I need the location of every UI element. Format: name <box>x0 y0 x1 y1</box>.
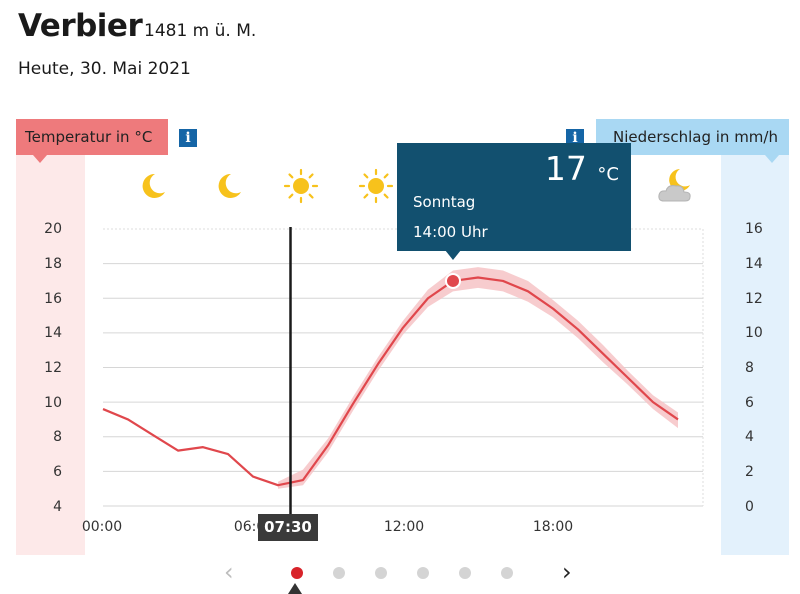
y-tick-left: 10 <box>44 395 62 411</box>
chart-tooltip: 17 °C Sonntag 14:00 Uhr <box>397 143 631 251</box>
precipitation-label-pointer <box>765 155 779 163</box>
chart-grid <box>103 228 704 507</box>
forecast-date: Heute, 30. Mai 2021 <box>18 59 191 79</box>
moon-icon <box>134 168 170 204</box>
tooltip-time: 14:00 Uhr <box>413 223 488 241</box>
x-tick: 18:00 <box>532 519 574 535</box>
tooltip-temperature: 17 °C <box>545 149 619 188</box>
y-tick-left: 16 <box>44 291 62 307</box>
y-tick-left: 20 <box>44 221 62 237</box>
temperature-line <box>102 276 679 487</box>
y-tick-right: 16 <box>745 221 763 237</box>
y-tick-left: 12 <box>44 360 62 376</box>
y-tick-right: 8 <box>745 360 754 376</box>
y-tick-left: 8 <box>53 429 62 445</box>
page-dot[interactable] <box>291 567 303 579</box>
tooltip-day: Sonntag <box>413 193 476 211</box>
page-dots <box>291 567 531 579</box>
page-dot[interactable] <box>459 567 471 579</box>
tooltip-pointer <box>445 250 461 260</box>
sun-icon <box>358 168 394 204</box>
page-dot[interactable] <box>333 567 345 579</box>
highlight-point <box>445 272 461 289</box>
temperature-info-icon[interactable]: i <box>179 129 197 147</box>
y-tick-right: 14 <box>745 256 763 272</box>
y-tick-left: 6 <box>53 464 62 480</box>
previous-page-button[interactable]: ‹ <box>224 558 234 586</box>
sun-icon <box>283 168 319 204</box>
precipitation-axis-column <box>721 155 789 555</box>
y-tick-right: 4 <box>745 429 754 445</box>
x-tick: 12:00 <box>383 519 425 535</box>
moon-cloud-icon <box>656 165 698 207</box>
page-dot[interactable] <box>501 567 513 579</box>
y-tick-right: 6 <box>745 395 754 411</box>
page-dot[interactable] <box>417 567 429 579</box>
location-elevation: 1481 m ü. M. <box>144 21 257 41</box>
precipitation-info-icon[interactable]: i <box>566 129 584 147</box>
current-time-tag[interactable]: 07:30 <box>258 514 318 541</box>
y-tick-right: 10 <box>745 325 763 341</box>
y-tick-right: 12 <box>745 291 763 307</box>
temperature-axis-label: Temperatur in °C <box>16 119 168 155</box>
tooltip-temp-value: 17 <box>544 149 587 188</box>
moon-icon <box>210 168 246 204</box>
temperature-uncertainty-band <box>278 267 678 489</box>
tooltip-temp-unit: °C <box>597 164 619 185</box>
active-page-marker <box>288 583 302 594</box>
temperature-label-pointer <box>33 155 47 163</box>
temperature-axis-column <box>16 155 85 555</box>
location-name: Verbier <box>18 8 143 44</box>
y-tick-left: 18 <box>44 256 62 272</box>
x-tick: 00:00 <box>81 519 123 535</box>
y-tick-left: 14 <box>44 325 62 341</box>
next-page-button[interactable]: › <box>562 558 572 586</box>
page-dot[interactable] <box>375 567 387 579</box>
y-tick-left: 4 <box>53 499 62 515</box>
y-tick-right: 0 <box>745 499 754 515</box>
y-tick-right: 2 <box>745 464 754 480</box>
